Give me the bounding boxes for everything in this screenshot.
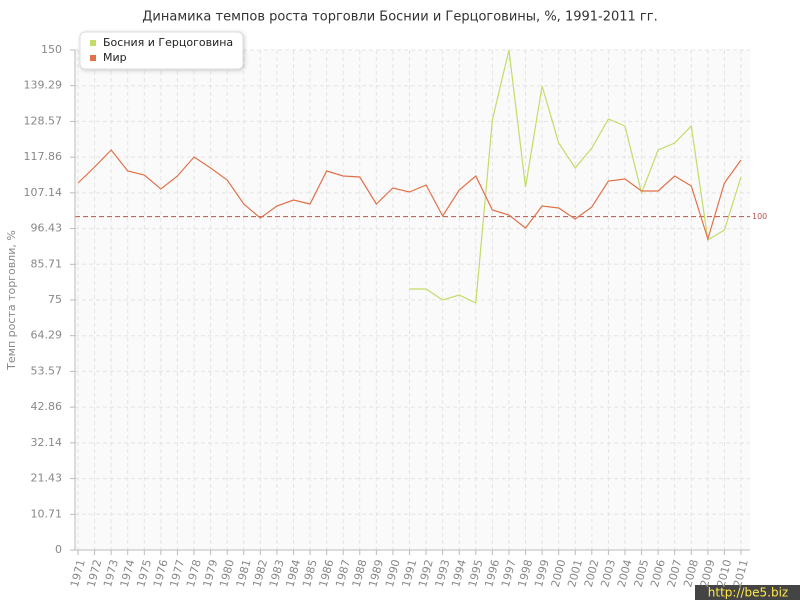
- legend-swatch: [90, 40, 96, 46]
- y-tick-label: 32.14: [31, 436, 63, 449]
- y-tick-label: 96.43: [31, 222, 63, 235]
- y-tick-label: 117.86: [24, 150, 63, 163]
- y-tick-label: 42.86: [31, 400, 63, 413]
- y-tick-label: 85.71: [31, 257, 63, 270]
- y-tick-label: 0: [55, 543, 62, 556]
- y-tick-label: 107.14: [24, 186, 63, 199]
- legend-label: Мир: [103, 51, 127, 64]
- legend-label: Босния и Герцоговина: [103, 36, 233, 49]
- y-tick-label: 10.71: [31, 507, 63, 520]
- watermark-bg: [695, 585, 800, 600]
- y-axis-label: Темп роста торговли, %: [5, 230, 18, 371]
- x-tick-label: 2011: [731, 558, 751, 588]
- y-tick-label: 75: [48, 293, 62, 306]
- series-line: [409, 49, 742, 304]
- legend-box: [79, 31, 244, 70]
- series-line: [77, 149, 742, 242]
- chart-title: Динамика темпов роста торговли Боснии и …: [142, 10, 657, 25]
- y-tick-label: 64.29: [31, 329, 63, 342]
- legend-swatch: [90, 55, 96, 61]
- watermark: http://be5.biz: [708, 586, 788, 600]
- y-tick-label: 150: [41, 43, 62, 56]
- y-tick-label: 53.57: [31, 364, 63, 377]
- reference-label: 100: [752, 212, 767, 221]
- y-tick-label: 139.29: [24, 79, 63, 92]
- y-tick-label: 21.43: [31, 472, 63, 485]
- y-tick-label: 128.57: [24, 114, 63, 127]
